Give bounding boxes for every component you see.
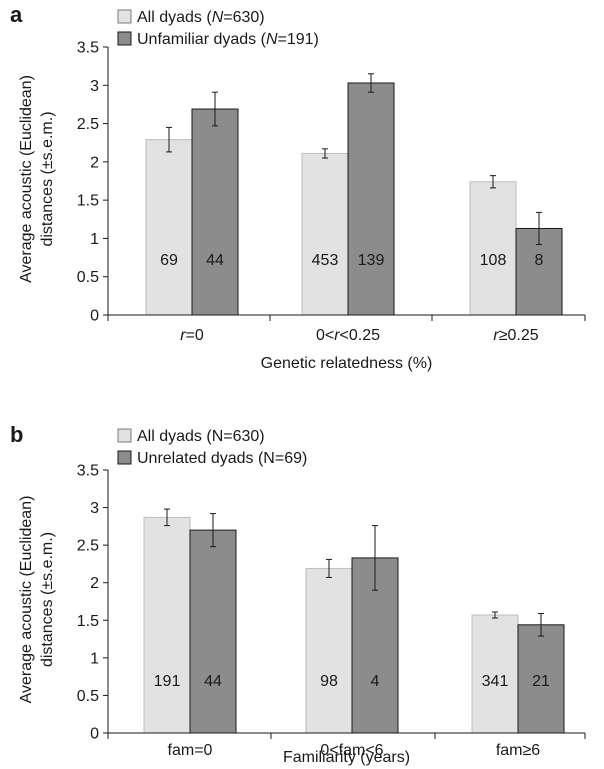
y-tick-label: 3.5	[77, 40, 99, 57]
x-tick-label: 0<fam<6	[320, 742, 383, 759]
x-tick-label: r=0	[180, 327, 204, 344]
x-tick-label: fam=0	[168, 742, 213, 759]
chart-panel-a: a 0 0.5 1 1.5 2 2.5 3 3.5 Average acoustic (Eucli…	[10, 2, 586, 372]
y-axis-label: distances (±s.e.m.)	[39, 111, 56, 246]
y-tick-label: 2	[90, 154, 99, 171]
legend-swatch	[117, 9, 132, 24]
y-axis-label: distances (±s.e.m.)	[39, 532, 56, 667]
sample-size-label: 69	[160, 252, 178, 269]
legend-swatch	[117, 31, 132, 46]
bar	[469, 181, 517, 316]
x-tick-label: fam≥6	[496, 742, 540, 759]
legend-label: Unrelated dyads (N=69)	[137, 450, 307, 467]
y-tick-label: 2.5	[77, 538, 99, 555]
bar	[301, 152, 349, 316]
bar	[145, 139, 193, 316]
y-tick-label: 0.5	[77, 688, 99, 705]
y-tick-label: 1	[90, 650, 99, 667]
bar	[517, 624, 565, 734]
sample-size-label: 139	[358, 252, 385, 269]
y-tick-label: 3	[90, 78, 99, 95]
legend-label: All dyads (N=630)	[137, 9, 265, 26]
sample-size-label: 4	[371, 673, 380, 690]
legend-swatch	[117, 450, 132, 465]
panel-letter: b	[10, 422, 23, 447]
y-tick-label: 0	[90, 308, 99, 325]
y-tick-label: 3	[90, 500, 99, 517]
bar	[189, 529, 237, 734]
legend-swatch	[117, 428, 132, 443]
y-tick-label: 1.5	[77, 613, 99, 630]
bar	[143, 516, 191, 734]
chart-panel-b: b 0 0.5 1 1.5 2 2.5 3 3.5 Average acoustic (Eucli…	[10, 422, 586, 766]
sample-size-label: 44	[204, 673, 222, 690]
sample-size-label: 98	[320, 673, 338, 690]
panel-letter: a	[10, 2, 23, 27]
sample-size-label: 341	[482, 673, 509, 690]
sample-size-label: 21	[532, 673, 550, 690]
sample-size-label: 44	[206, 252, 224, 269]
y-axis-label: Average acoustic (Euclidean)	[18, 496, 35, 704]
sample-size-label: 8	[535, 252, 544, 269]
y-tick-label: 2	[90, 575, 99, 592]
y-tick-label: 0.5	[77, 269, 99, 286]
bar	[347, 82, 395, 316]
y-axis-label: Average acoustic (Euclidean)	[18, 75, 35, 283]
sample-size-label: 191	[154, 673, 181, 690]
y-tick-label: 2.5	[77, 116, 99, 133]
y-tick-label: 1.5	[77, 193, 99, 210]
y-tick-label: 1	[90, 231, 99, 248]
bar	[191, 108, 239, 316]
legend-label: All dyads (N=630)	[137, 428, 265, 445]
legend-label: Unfamiliar dyads (N=191)	[137, 31, 319, 48]
bar	[471, 614, 519, 734]
x-axis-label: Genetic relatedness (%)	[261, 355, 433, 372]
x-tick-label: r≥0.25	[493, 327, 538, 344]
bar	[305, 567, 353, 734]
sample-size-label: 453	[312, 252, 339, 269]
sample-size-label: 108	[480, 252, 507, 269]
x-axis-label: Familiarity (years)	[283, 749, 410, 766]
y-tick-label: 3.5	[77, 463, 99, 480]
x-tick-label: 0<r<0.25	[316, 327, 380, 344]
y-tick-label: 0	[90, 726, 99, 743]
